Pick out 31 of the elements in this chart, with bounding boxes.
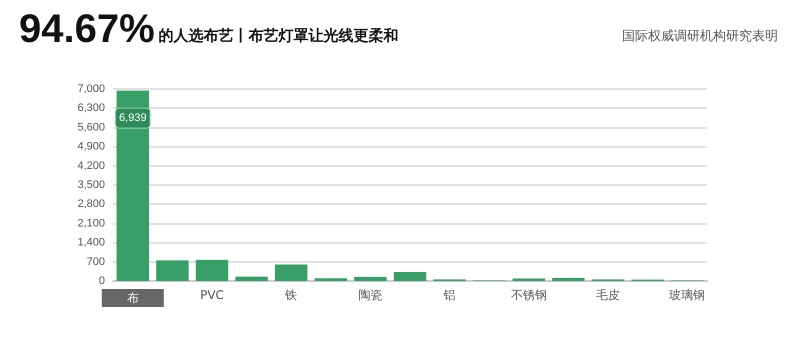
x-tick-label: 不锈钢 <box>510 288 547 302</box>
y-tick-label: 7,000 <box>77 83 105 95</box>
x-tick-label: 玻璃钢 <box>669 288 706 302</box>
y-tick-label: 2,100 <box>77 217 105 230</box>
y-tick-label: 3,500 <box>77 179 105 191</box>
bar <box>274 264 308 281</box>
x-tick-label: 铝 <box>442 288 456 302</box>
x-tick-label: 陶瓷 <box>358 288 382 302</box>
y-tick-label: 5,600 <box>77 121 105 134</box>
x-tick-label: PVC <box>200 288 224 302</box>
y-tick-label: 4,200 <box>77 160 105 172</box>
text: 国际权威调研机构研究表明 <box>622 29 778 44</box>
x-tick-label: 毛皮 <box>596 288 620 302</box>
y-tick-label: 2,800 <box>77 198 105 210</box>
bar <box>196 260 228 281</box>
bar <box>552 278 585 281</box>
chart-subtitle: 的人选布艺丨布艺灯罩让光线更柔和 <box>158 26 399 44</box>
bar <box>235 276 268 281</box>
x-tick-label: 布 <box>126 291 139 305</box>
y-tick-label: 700 <box>86 256 105 268</box>
bar <box>394 272 426 281</box>
chart-title: 94.67% <box>19 7 155 51</box>
x-tick-label: 铁 <box>284 288 298 302</box>
y-tick-label: 6,300 <box>77 102 105 114</box>
y-tick-label: 1,400 <box>77 236 105 249</box>
bar <box>314 278 348 281</box>
y-tick-label: 4,900 <box>77 140 105 153</box>
bar <box>156 260 189 281</box>
y-tick-label: 0 <box>98 275 105 287</box>
data-label: 6,939 <box>119 112 147 124</box>
bar <box>354 276 387 281</box>
